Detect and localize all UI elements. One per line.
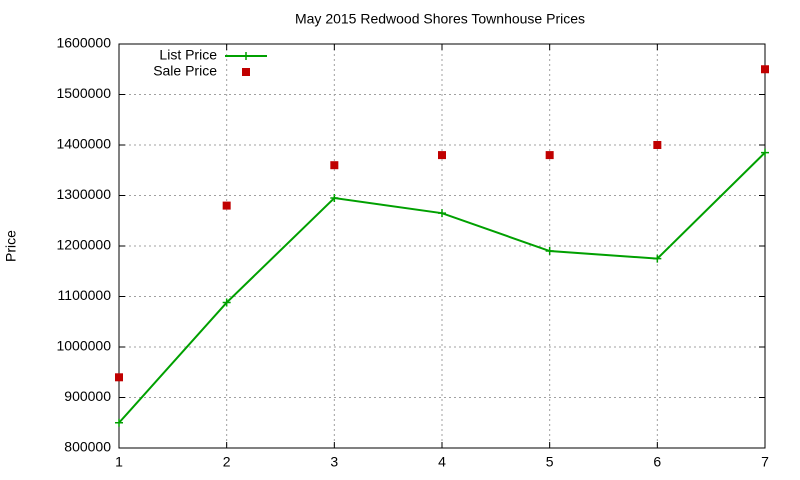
x-tick-label: 2 [223, 454, 231, 470]
data-point [545, 151, 554, 160]
y-tick-label: 900000 [64, 388, 111, 404]
data-point [761, 65, 769, 74]
y-tick-label: 1200000 [56, 237, 111, 253]
y-axis-label: Price [3, 230, 19, 262]
legend-marker [242, 68, 250, 76]
legend-label: List Price [159, 47, 217, 63]
data-point [115, 373, 123, 382]
data-point [222, 298, 231, 307]
x-tick-label: 7 [761, 454, 769, 470]
chart-title: May 2015 Redwood Shores Townhouse Prices [295, 11, 585, 27]
data-point [330, 161, 339, 170]
data-point [761, 148, 769, 157]
data-point [438, 151, 446, 160]
x-tick-label: 6 [653, 454, 661, 470]
x-tick-label: 1 [115, 454, 123, 470]
data-point [115, 418, 123, 427]
y-tick-label: 1600000 [56, 35, 111, 51]
data-point [653, 254, 662, 263]
y-tick-label: 1500000 [56, 85, 111, 101]
data-point [330, 194, 339, 203]
data-point [545, 247, 554, 256]
data-point [653, 141, 662, 149]
data-point [222, 201, 231, 210]
legend-marker [242, 52, 250, 60]
y-tick-label: 1000000 [56, 338, 111, 354]
x-tick-label: 3 [330, 454, 338, 470]
x-tick-label: 4 [438, 454, 446, 470]
y-tick-label: 800000 [64, 439, 111, 455]
data-point [438, 209, 446, 218]
y-tick-label: 1300000 [56, 186, 111, 202]
y-tick-label: 1100000 [58, 287, 112, 303]
y-tick-label: 1400000 [56, 136, 111, 152]
legend-label: Sale Price [153, 63, 217, 79]
x-tick-label: 5 [546, 454, 554, 470]
plot-border [118, 43, 766, 449]
